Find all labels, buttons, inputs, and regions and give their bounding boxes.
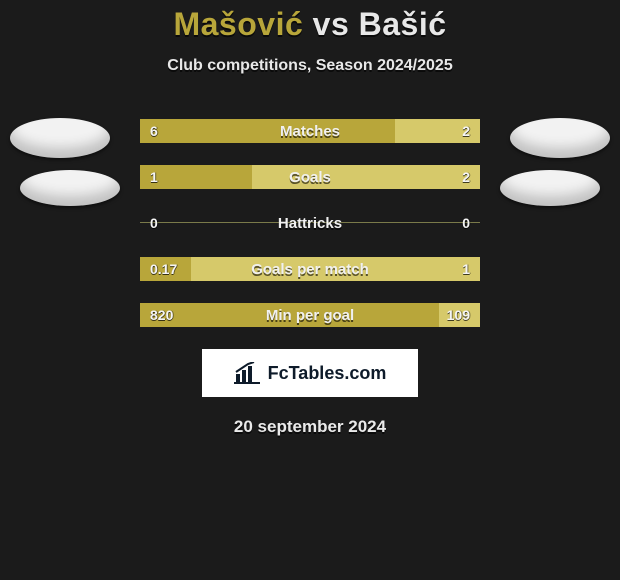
player2-photo [510, 118, 610, 158]
stat-name: Hattricks [140, 211, 480, 235]
stat-row: 0.17 Goals per match 1 [140, 257, 480, 281]
snapshot-date: 20 september 2024 [0, 417, 620, 437]
brand-badge: FcTables.com [202, 349, 418, 397]
row-labels: 0 Hattricks 0 [140, 211, 480, 235]
player1-bar [140, 119, 395, 143]
player2-bar [439, 303, 480, 327]
player1-photo [10, 118, 110, 158]
vs-label: vs [313, 6, 350, 42]
brand-text: FcTables.com [268, 363, 387, 384]
player2-name: Bašić [359, 6, 447, 42]
player1-bar [140, 257, 191, 281]
subtitle: Club competitions, Season 2024/2025 [0, 57, 620, 75]
player1-photo-alt [20, 170, 120, 206]
player2-bar [395, 119, 480, 143]
player1-value: 0 [150, 211, 158, 235]
stat-row: 1 Goals 2 [140, 165, 480, 189]
player1-bar [140, 165, 252, 189]
comparison-title: Mašović vs Bašić [0, 0, 620, 43]
player2-value: 0 [462, 211, 470, 235]
player2-photo-alt [500, 170, 600, 206]
player2-bar [191, 257, 480, 281]
player1-name: Mašović [173, 6, 303, 42]
player2-bar [252, 165, 480, 189]
stat-row: 6 Matches 2 [140, 119, 480, 143]
stats-chart: 6 Matches 2 1 Goals 2 0 Hattricks 0 0.17… [140, 119, 480, 327]
bar-chart-icon [234, 362, 260, 384]
empty-line [140, 222, 480, 223]
stat-row: 0 Hattricks 0 [140, 211, 480, 235]
stat-row: 820 Min per goal 109 [140, 303, 480, 327]
player1-bar [140, 303, 439, 327]
